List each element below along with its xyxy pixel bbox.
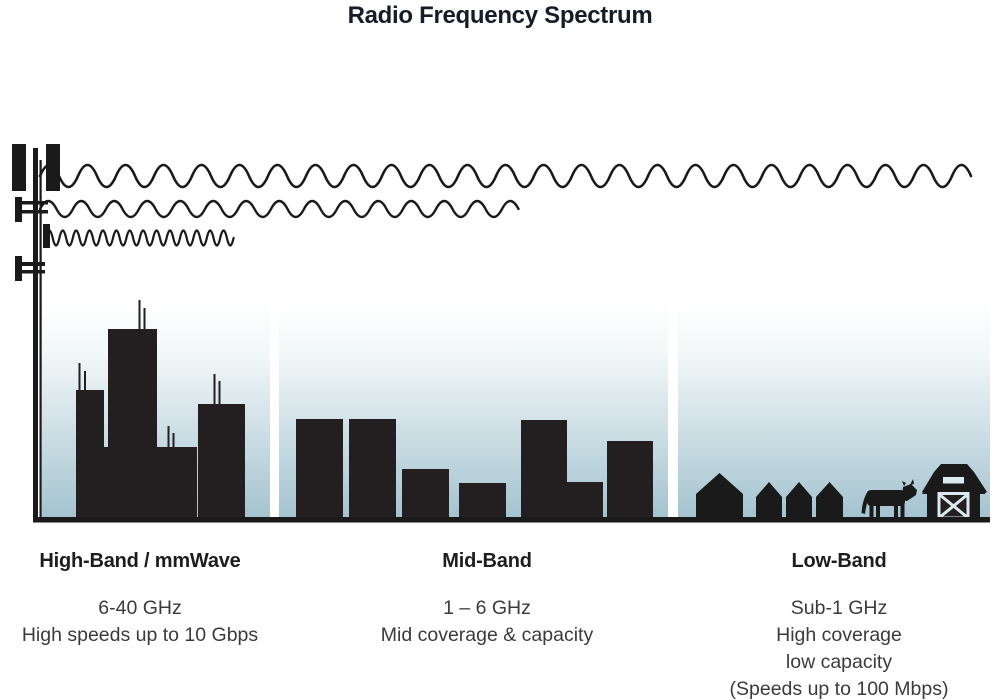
band-description: low capacity: [785, 651, 893, 673]
band-description: (Speeds up to 100 Mbps): [729, 678, 949, 700]
band-caption-highband: High-Band / mmWave 6-40 GHz High speeds …: [10, 550, 270, 649]
page-title: Radio Frequency Spectrum: [347, 2, 653, 29]
band-caption-lowband: Low-Band Sub-1 GHz High coverage low cap…: [709, 550, 969, 700]
cell-tower-icon: [12, 144, 60, 518]
band-frequency: 6-40 GHz: [98, 597, 182, 619]
city-skyline-icon: [76, 300, 245, 518]
house-icon: [786, 482, 812, 520]
cow-icon: [861, 479, 917, 517]
low-band-wave-icon: [38, 163, 973, 189]
band-description: Mid coverage & capacity: [380, 624, 594, 646]
band-description: High speeds up to 10 Gbps: [21, 624, 259, 646]
band-caption-midband: Mid-Band 1 – 6 GHz Mid coverage & capaci…: [357, 550, 617, 649]
band-frequency: 1 – 6 GHz: [443, 597, 531, 619]
band-name: Low-Band: [791, 550, 887, 572]
band-frequency: Sub-1 GHz: [790, 597, 888, 619]
town-skyline-icon: [296, 419, 653, 518]
band-name: Mid-Band: [442, 550, 532, 572]
mid-band-wave-icon: [38, 199, 520, 219]
house-icon: [696, 473, 743, 520]
band-name: High-Band / mmWave: [39, 550, 241, 572]
antenna-spikes-icon: [78, 300, 221, 448]
spectrum-illustration: [12, 144, 990, 523]
sky-gradient-midband: [279, 300, 668, 518]
house-icon: [816, 482, 843, 520]
house-icon: [756, 482, 782, 520]
ground-line: [33, 517, 990, 523]
high-band-wave-icon: [44, 229, 235, 247]
band-description: High coverage: [776, 624, 902, 646]
